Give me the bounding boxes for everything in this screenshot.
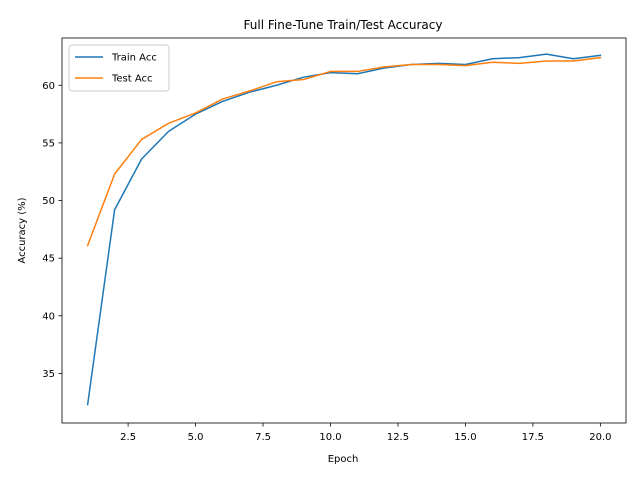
- chart-title: Full Fine-Tune Train/Test Accuracy: [244, 18, 443, 32]
- x-tick-label: 15.0: [454, 432, 476, 443]
- x-axis-ticks: 2.5 5.0 7.5 10.0 12.5 15.0 17.5 20.0: [120, 423, 611, 443]
- y-tick-label: 35: [42, 369, 55, 380]
- legend: Train Acc Test Acc: [68, 44, 170, 92]
- y-tick-label: 55: [42, 138, 55, 149]
- y-tick-label: 45: [42, 254, 55, 265]
- x-tick-label: 20.0: [589, 432, 611, 443]
- x-tick-label: 5.0: [188, 432, 204, 443]
- y-axis-label: Accuracy (%): [17, 197, 28, 263]
- x-tick-label: 17.5: [522, 432, 544, 443]
- plot-area: [61, 37, 627, 424]
- legend-label-test: Test Acc: [111, 74, 153, 85]
- legend-label-train: Train Acc: [111, 53, 157, 64]
- x-axis-label: Epoch: [328, 454, 359, 465]
- x-tick-label: 2.5: [120, 432, 136, 443]
- plot-background: [62, 38, 626, 423]
- series-line-train: [86, 53, 602, 406]
- y-tick-label: 50: [42, 196, 55, 207]
- x-tick-label: 12.5: [387, 432, 409, 443]
- axes-frame: [61, 37, 627, 424]
- axes-spines: [61, 37, 627, 424]
- y-axis-ticks: 35 40 45 50 55 60: [42, 81, 62, 380]
- series-line-test: [86, 56, 602, 247]
- x-tick-label: 10.0: [319, 432, 341, 443]
- y-tick-label: 60: [42, 81, 55, 92]
- y-tick-label: 40: [42, 311, 55, 322]
- x-tick-label: 7.5: [255, 432, 271, 443]
- series-lines: [86, 53, 602, 406]
